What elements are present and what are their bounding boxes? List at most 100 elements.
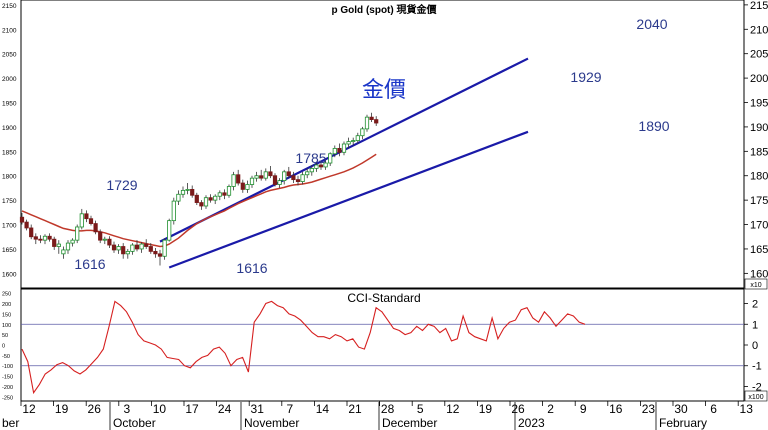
x-month-label: February: [659, 416, 707, 430]
main-right-tick-label: 210: [750, 24, 768, 36]
main-left-tick-label: 1750: [2, 198, 17, 205]
cci-left-tick-label: 250: [2, 292, 11, 298]
candle-down: [19, 216, 25, 223]
main-right-tick-label: 175: [750, 195, 768, 207]
x-day-label: 19: [55, 402, 69, 416]
x-day-label: 17: [185, 402, 199, 416]
candle-up: [56, 243, 61, 247]
cci-left-tick-label: -50: [2, 354, 10, 360]
candle-up: [231, 174, 236, 187]
cci-left-tick-label: 200: [2, 302, 11, 308]
candle-up: [305, 171, 310, 176]
cci-right-tick-label: -1: [752, 361, 762, 373]
candle-down: [153, 250, 158, 255]
main-right-tick-label: 205: [750, 49, 768, 61]
price-label-1929: 1929: [570, 69, 601, 85]
x-day-label: 12: [22, 402, 36, 416]
chart-title: p Gold (spot) 現貨金價: [332, 3, 438, 16]
candle-down: [236, 174, 241, 184]
candle-down: [52, 238, 57, 247]
candle-down: [272, 175, 278, 185]
cci-reference-lines: [21, 323, 744, 367]
candle-up: [162, 239, 167, 257]
candle-down: [194, 194, 199, 203]
candle-up: [328, 153, 333, 164]
candle-up: [263, 171, 268, 179]
candle-up: [254, 175, 259, 179]
cci-series: [21, 300, 586, 395]
main-left-tick-label: 1700: [2, 223, 17, 230]
x-axis: 12 19 26 3 10 17 24 31 7 14 21 28 5 12 19 26 2 9 16 23 30 6 13…: [2, 401, 753, 430]
candle-up: [213, 195, 218, 201]
cci-line: [21, 300, 586, 395]
candle-down: [134, 244, 140, 250]
main-right-tick-label: 185: [750, 146, 768, 158]
main-left-tick-label: 2050: [2, 52, 17, 59]
candle-down: [199, 202, 204, 207]
candle-down: [33, 236, 38, 240]
candle-up: [167, 220, 172, 241]
candle-down: [111, 244, 117, 251]
candle-down: [157, 253, 163, 257]
candle-up: [42, 235, 48, 241]
main-right-tick-label: 200: [750, 73, 768, 85]
cci-title: CCI-Standard: [347, 291, 420, 305]
x-day-label: 2: [547, 402, 554, 416]
price-label-2040: 2040: [636, 16, 667, 32]
candle-up: [249, 177, 255, 185]
main-right-tick-label: 190: [750, 122, 768, 134]
x-day-label: 21: [348, 402, 362, 416]
main-left-tick-label: 1850: [2, 149, 17, 156]
candle-down: [222, 192, 227, 196]
x-day-label: 31: [251, 402, 265, 416]
x-day-label: 14: [316, 402, 330, 416]
cci-panel-frame: [20, 288, 745, 402]
candle-up: [61, 249, 66, 255]
candle-down: [107, 238, 112, 246]
price-label-1616-left: 1616: [74, 256, 105, 272]
candle-down: [259, 175, 264, 179]
candle-up: [314, 164, 319, 169]
x-month-label: ber: [2, 416, 19, 430]
candle-down: [208, 197, 213, 201]
cci-left-tick-label: -100: [2, 364, 13, 370]
candle-down: [148, 246, 153, 252]
x-day-label: 30: [674, 402, 688, 416]
candlesticks: [19, 112, 379, 266]
cci-right-tick-label: 1: [752, 319, 758, 331]
candle-up: [176, 193, 181, 202]
candle-down: [337, 147, 342, 153]
main-left-tick-label: 1600: [2, 271, 17, 278]
x-month-label: 2023: [518, 416, 545, 430]
main-left-tick-label: 1950: [2, 101, 17, 108]
candle-down: [318, 164, 324, 168]
candle-up: [130, 244, 135, 252]
x-day-label: 26: [88, 402, 102, 416]
candle-down: [144, 243, 149, 247]
candle-down: [24, 221, 29, 229]
cci-scale-label: x100: [748, 394, 763, 401]
x-day-label: 16: [609, 402, 623, 416]
candle-down: [190, 188, 195, 196]
candle-down: [29, 227, 34, 238]
candle-up: [300, 174, 305, 182]
x-day-label: 9: [580, 402, 587, 416]
cci-right-axis: 2 1 0 -1 -2: [744, 299, 762, 393]
moving-average: [21, 153, 377, 248]
candle-down: [240, 182, 245, 190]
candle-down: [47, 235, 52, 240]
main-right-tick-label: 165: [750, 244, 768, 256]
cci-left-tick-label: -150: [2, 375, 13, 381]
cci-left-tick-label: -250: [2, 395, 13, 401]
candle-up: [360, 128, 365, 137]
main-right-tick-label: 195: [750, 98, 768, 110]
main-scale-label: x10: [750, 282, 761, 289]
main-scale-box: [744, 278, 768, 290]
candle-up: [341, 143, 347, 153]
main-left-axis: 2150 2100 2050 2000 1950 1900 1850 1800 1750 1700…: [2, 3, 17, 278]
candle-up: [346, 141, 351, 145]
main-right-tick-label: 160: [750, 268, 768, 280]
cci-left-tick-label: 150: [2, 312, 11, 318]
cci-left-tick-label: 100: [2, 323, 11, 329]
